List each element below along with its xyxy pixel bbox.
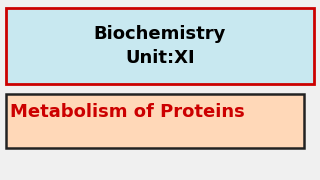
FancyBboxPatch shape (6, 94, 304, 148)
Text: Biochemistry
Unit:XI: Biochemistry Unit:XI (94, 25, 226, 67)
FancyBboxPatch shape (6, 8, 314, 84)
Text: Metabolism of Proteins: Metabolism of Proteins (10, 103, 244, 121)
